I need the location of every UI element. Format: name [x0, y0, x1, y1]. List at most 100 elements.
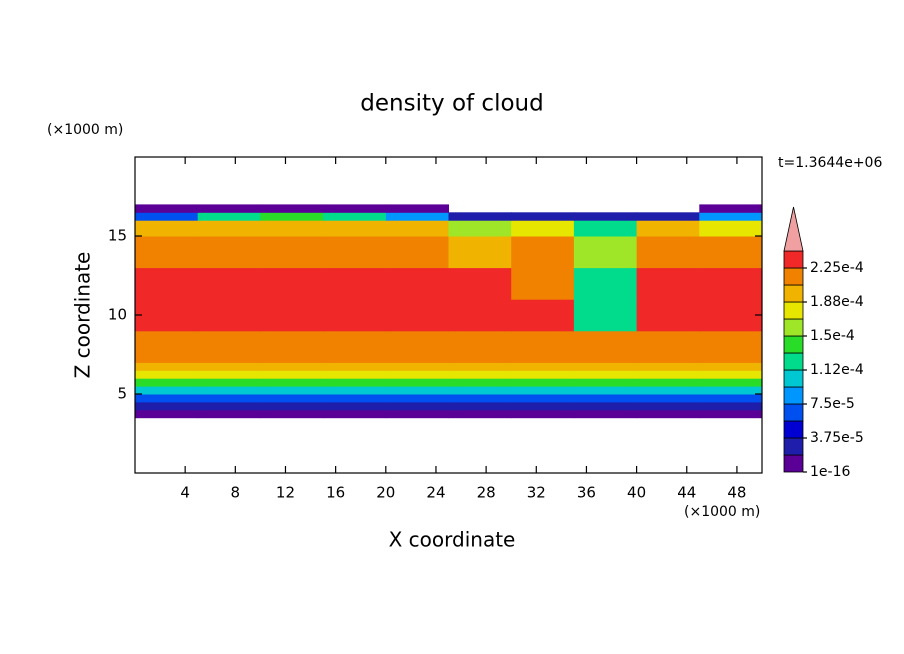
field-cell — [197, 378, 261, 387]
colorbar-box — [783, 267, 804, 286]
field-cell — [448, 394, 512, 403]
field-cell — [448, 346, 512, 363]
x-axis-label: X coordinate — [389, 528, 516, 552]
field-cell — [135, 204, 199, 213]
field-cell — [323, 204, 387, 213]
field-cell — [573, 212, 638, 221]
field-cell — [323, 220, 387, 237]
colorbar-box — [783, 403, 804, 422]
field-cell — [636, 220, 700, 237]
colorbar-label: 7.5e-5 — [810, 396, 855, 412]
field-cell — [448, 409, 512, 419]
field-cell — [699, 204, 763, 213]
field-cell — [385, 362, 449, 371]
field-cell — [636, 346, 700, 363]
field-cell — [636, 330, 700, 348]
field-cell — [699, 386, 763, 395]
field-cell — [385, 401, 449, 411]
field-cell — [260, 212, 324, 221]
field-cell — [197, 236, 261, 269]
field-cell — [260, 401, 324, 411]
field-cell — [511, 378, 575, 387]
field-cell — [135, 236, 199, 269]
field-cell — [385, 346, 449, 363]
field-cell — [385, 299, 449, 332]
colorbar-box — [783, 369, 804, 388]
field-cell — [323, 299, 387, 332]
field-cell — [135, 299, 199, 332]
colorbar-label: 1.12e-4 — [810, 362, 864, 378]
field-cell — [699, 346, 763, 363]
colorbar-over-triangle — [783, 206, 804, 252]
field-cell — [636, 267, 700, 300]
field-cell — [260, 267, 324, 300]
field-cell — [260, 220, 324, 237]
x-tick-label: 16 — [326, 484, 345, 502]
colorbar-label: 1.5e-4 — [810, 328, 855, 344]
y-tick-label: 10 — [108, 306, 127, 324]
field-cell — [573, 378, 638, 387]
field-cell — [323, 346, 387, 363]
colorbar-box — [783, 318, 804, 337]
field-cell — [260, 236, 324, 269]
field-cell — [135, 378, 199, 387]
field-cell — [511, 212, 575, 221]
field-cell — [636, 299, 700, 332]
field-cell — [511, 409, 575, 419]
field-cell — [573, 267, 638, 300]
field-cell — [197, 212, 261, 221]
field-cell — [636, 370, 700, 379]
colorbar-box — [783, 420, 804, 439]
field-cell — [323, 401, 387, 411]
field-cell — [448, 267, 512, 300]
field-cell — [699, 267, 763, 300]
field-cell — [699, 299, 763, 332]
field-cell — [511, 394, 575, 403]
field-cell — [448, 236, 512, 269]
field-cell — [573, 409, 638, 419]
field-cell — [135, 362, 199, 371]
field-cell — [197, 386, 261, 395]
field-cell — [636, 401, 700, 411]
field-cell — [511, 299, 575, 332]
x-tick-label: 28 — [477, 484, 496, 502]
field-cell — [323, 212, 387, 221]
field-cell — [323, 409, 387, 419]
field-cell — [323, 330, 387, 348]
field-cell — [385, 378, 449, 387]
y-tick-label: 5 — [117, 385, 127, 403]
field-cell — [197, 362, 261, 371]
field-cell — [135, 330, 199, 348]
field-cell — [385, 370, 449, 379]
chart-title: density of cloud — [360, 91, 543, 117]
field-cell — [135, 386, 199, 395]
y-tick-label: 15 — [108, 227, 127, 245]
field-cell — [323, 362, 387, 371]
field-cell — [573, 394, 638, 403]
field-cell — [573, 299, 638, 332]
time-annotation: t=1.3644e+06 — [778, 155, 882, 171]
field-cell — [573, 370, 638, 379]
field-cell — [699, 370, 763, 379]
colorbar-label: 2.25e-4 — [810, 260, 864, 276]
field-cell — [511, 401, 575, 411]
field-cell — [699, 212, 763, 221]
field-cell — [197, 299, 261, 332]
field-cell — [260, 378, 324, 387]
field-cell — [135, 409, 199, 419]
field-cell — [260, 330, 324, 348]
field-cell — [636, 362, 700, 371]
field-cell — [135, 220, 199, 237]
field-cell — [573, 401, 638, 411]
field-cell — [260, 394, 324, 403]
field-cell — [448, 212, 512, 221]
colorbar-box — [783, 352, 804, 371]
colorbar-label: 1e-16 — [810, 464, 850, 480]
field-cell — [385, 394, 449, 403]
field-cell — [636, 236, 700, 269]
field-cell — [448, 330, 512, 348]
field-cell — [197, 401, 261, 411]
field-cell — [323, 394, 387, 403]
field-cell — [511, 267, 575, 300]
field-cell — [323, 386, 387, 395]
